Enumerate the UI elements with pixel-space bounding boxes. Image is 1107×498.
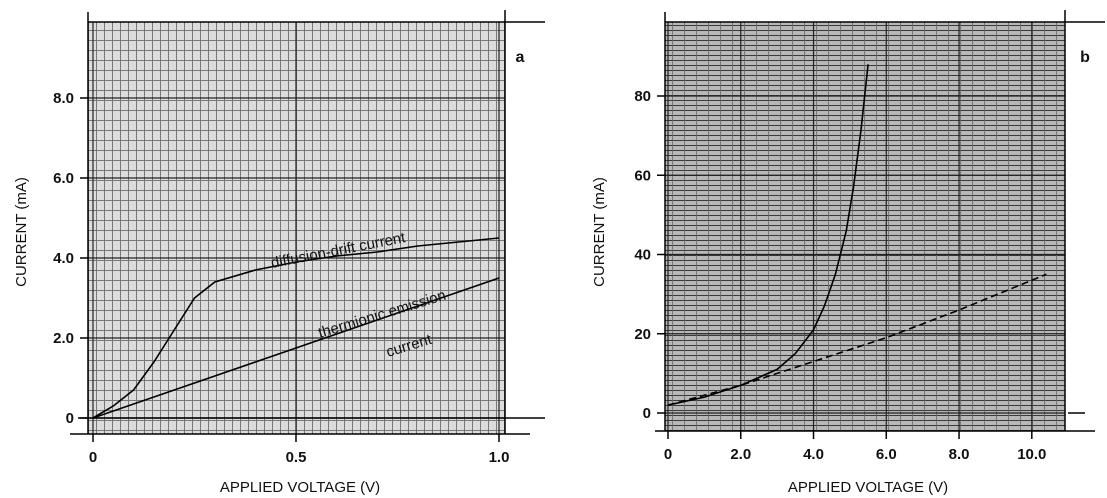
series-a bbox=[92, 237, 500, 419]
series-line-a-2 bbox=[92, 277, 500, 419]
x-tick-label: 6.0 bbox=[876, 446, 897, 463]
y-tick-label: 6.0 bbox=[53, 170, 74, 187]
y-axis-label-b: CURRENT (mA) bbox=[591, 177, 608, 287]
y-tick-label: 8.0 bbox=[53, 90, 74, 107]
y-tick-label: 2.0 bbox=[53, 330, 74, 347]
x-axis-label-b: APPLIED VOLTAGE (V) bbox=[788, 479, 948, 496]
chart-panel-b: 0 2.0 4.0 6.0 8.0 10.0 0 20 40 60 80 b APPLIED VOL… bbox=[591, 10, 1105, 496]
chart-panel-a: 0 0.5 1.0 0 2.0 4.0 6.0 8.0 a APPLIED VOLTAGE (… bbox=[13, 10, 545, 496]
y-tick-label: 80 bbox=[634, 88, 651, 105]
y-tick-label: 0 bbox=[66, 410, 74, 427]
y-axis-label-a: CURRENT (mA) bbox=[13, 177, 30, 287]
plot-area-b bbox=[665, 22, 1065, 431]
ticks-b: 0 2.0 4.0 6.0 8.0 10.0 0 20 40 60 80 bbox=[634, 88, 1046, 463]
ticks-a: 0 0.5 1.0 0 2.0 4.0 6.0 8.0 bbox=[53, 90, 509, 466]
x-tick-label: 0 bbox=[664, 446, 672, 463]
x-tick-label: 1.0 bbox=[489, 449, 510, 466]
series-line-b-2 bbox=[667, 273, 1047, 406]
y-tick-label: 20 bbox=[634, 326, 651, 343]
panel-label-b: b bbox=[1080, 49, 1090, 66]
x-tick-label: 8.0 bbox=[949, 446, 970, 463]
y-tick-label: 0 bbox=[643, 405, 651, 422]
series-b bbox=[667, 64, 1047, 406]
y-tick-label: 4.0 bbox=[53, 250, 74, 267]
x-tick-label: 0.5 bbox=[286, 449, 307, 466]
y-tick-label: 40 bbox=[634, 247, 651, 264]
x-tick-label: 10.0 bbox=[1017, 446, 1046, 463]
x-tick-label: 2.0 bbox=[730, 446, 751, 463]
series-line-a-1 bbox=[92, 237, 500, 419]
x-tick-label: 0 bbox=[89, 449, 97, 466]
x-axis-label-a: APPLIED VOLTAGE (V) bbox=[220, 479, 380, 496]
x-tick-label: 4.0 bbox=[803, 446, 824, 463]
y-tick-label: 60 bbox=[634, 167, 651, 184]
panel-label-a: a bbox=[516, 49, 525, 66]
